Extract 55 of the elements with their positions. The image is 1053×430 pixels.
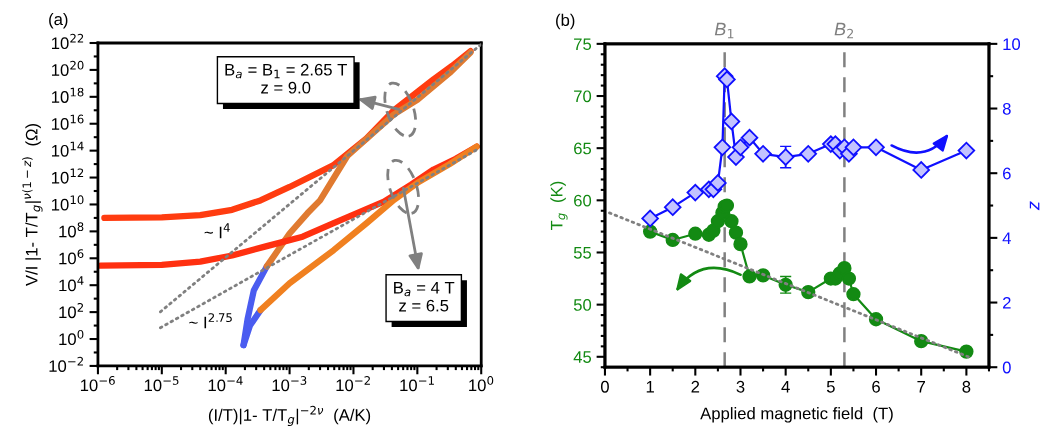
y-tick-label: 10$^{−2}$: [49, 356, 83, 373]
y2-tick-label: 0: [1002, 361, 1011, 374]
y-tick-label: 65: [574, 142, 592, 155]
x-axis-title: Applied magnetic field (T): [700, 407, 893, 423]
y2-tick-label: 8: [1002, 102, 1011, 115]
ref-line-label: B$_{1}$: [714, 22, 734, 39]
x-tick-label: 10$^{−4}$: [208, 376, 243, 392]
y-tick-label: 10$^{18}$: [52, 87, 84, 103]
y-tick-label: 10$^{22}$: [52, 33, 84, 50]
y-tick-label: 10$^{2}$: [59, 302, 84, 319]
y-tick-label: 10$^{20}$: [52, 60, 84, 76]
y-tick-label: 10$^{12}$: [52, 168, 84, 184]
annotation: ~ I$^{2.75}$: [189, 313, 232, 329]
y-axis-title: V/I |1- T/T$_{g}$|$^{ν(1−z)}$ (Ω): [22, 124, 43, 286]
y-tick-label: 60: [574, 194, 592, 207]
text: (b): [556, 13, 575, 30]
y2-tick-label: 4: [1002, 232, 1011, 244]
y2-tick-label: 10: [1003, 38, 1021, 51]
x-tick-label: 10$^{0}$: [469, 376, 494, 392]
y-tick-label: 10$^{6}$: [59, 249, 84, 265]
annotation: B$_{a}$ = 4 T z = 6.5: [394, 281, 455, 312]
y-tick-label: 10$^{4}$: [59, 276, 84, 292]
y-tick-label: 75: [574, 38, 592, 51]
x-tick-label: 2: [691, 380, 700, 393]
y-tick-label: 10$^{8}$: [59, 222, 84, 238]
x-tick-label: 3: [736, 380, 745, 393]
annotation: B$_{a}$ = B$_{1}$ = 2.65 T z = 9.0: [225, 63, 347, 94]
x-tick-label: 6: [872, 380, 880, 393]
y-tick-label: 10$^{10}$: [52, 195, 84, 211]
x-tick-label: 10$^{−3}$: [272, 376, 307, 392]
y2-axis-title: z: [1029, 201, 1040, 211]
x-tick-label: 10$^{−2}$: [336, 376, 370, 392]
x-tick-label: 0: [600, 380, 609, 393]
y2-tick-label: 2: [1003, 296, 1011, 309]
y-tick-label: 10$^{14}$: [52, 141, 84, 157]
y-tick-label: 45: [573, 351, 592, 363]
x-tick-label: 10$^{−1}$: [400, 376, 434, 392]
y-tick-label: 70: [574, 90, 592, 103]
x-tick-label: 10$^{−6}$: [80, 376, 115, 392]
x-tick-label: 7: [917, 381, 926, 393]
x-tick-label: 4: [781, 381, 790, 393]
x-tick-label: 10$^{−5}$: [144, 376, 179, 392]
x-axis-title: (I/T)|1- T/T$_{g}$|$^{−2ν}$ (A/K): [208, 405, 371, 426]
y-tick-label: 10$^{0}$: [59, 329, 84, 346]
ref-line-label: B$_{2}$: [834, 22, 854, 39]
x-tick-label: 8: [962, 380, 971, 393]
text: (a): [49, 12, 68, 29]
y2-tick-label: 6: [1003, 167, 1011, 180]
y-axis-title: T$_{g}$ (K): [550, 181, 568, 231]
y-tick-label: 10$^{16}$: [52, 114, 84, 130]
x-tick-label: 1: [646, 381, 654, 393]
y-tick-label: 50: [573, 299, 592, 311]
y-tick-label: 55: [573, 247, 592, 259]
annotation: ~ I$^{4}$: [204, 223, 230, 239]
x-tick-label: 5: [826, 381, 835, 393]
